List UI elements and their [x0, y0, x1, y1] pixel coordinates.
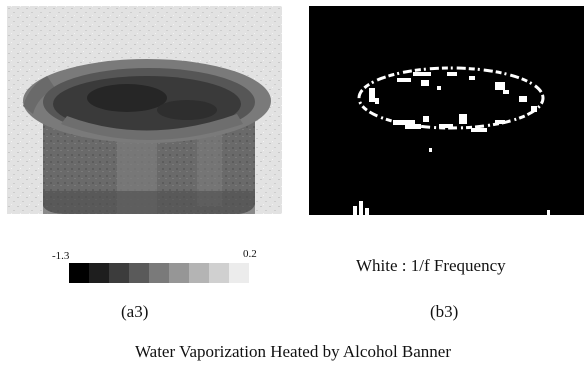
colorbar-cell [169, 263, 189, 283]
colorbar-cell [189, 263, 209, 283]
colorbar-cell [69, 263, 89, 283]
colorbar-cell [129, 263, 149, 283]
colorbar-cell [209, 263, 229, 283]
scale-max-label: 0.2 [243, 248, 257, 260]
scale-min-label: -1.3 [52, 250, 70, 262]
vessel-grayscale-image [7, 6, 282, 214]
frequency-edge-map [309, 6, 584, 215]
colorbar-cell [109, 263, 129, 283]
panel-b-label: (b3) [430, 302, 459, 321]
figure-caption: Water Vaporization Heated by Alcohol Ban… [134, 342, 452, 361]
colorbar-cell [149, 263, 169, 283]
grayscale-colorbar [69, 263, 249, 283]
legend-text: White : 1/f Frequency [356, 256, 506, 275]
panel-a-label: (a3) [121, 302, 149, 321]
colorbar-cell [229, 263, 249, 283]
colorbar-cell [89, 263, 109, 283]
